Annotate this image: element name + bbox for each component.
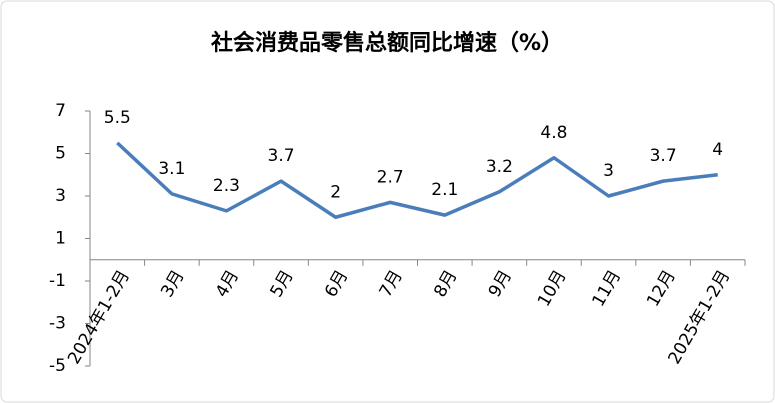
chart-title: 社会消费品零售总额同比增速（%） bbox=[211, 30, 563, 56]
y-tick-label: -3 bbox=[49, 314, 66, 334]
data-label: 4.8 bbox=[540, 123, 567, 143]
data-label: 2.7 bbox=[377, 167, 404, 187]
y-tick-label: 5 bbox=[55, 144, 66, 164]
y-tick-label: -1 bbox=[49, 271, 66, 291]
y-tick-label: 3 bbox=[55, 186, 66, 206]
data-label: 2.3 bbox=[213, 176, 240, 196]
data-label: 2 bbox=[330, 182, 341, 202]
data-label: 3.1 bbox=[158, 159, 185, 179]
data-label: 5.5 bbox=[104, 108, 131, 128]
data-label: 3.2 bbox=[486, 157, 513, 177]
y-tick-label: 1 bbox=[55, 229, 66, 249]
data-label: 2.1 bbox=[431, 180, 458, 200]
data-label: 3.7 bbox=[268, 146, 295, 166]
data-label: 3 bbox=[603, 161, 614, 181]
y-tick-label: 7 bbox=[55, 101, 66, 121]
y-tick-label: -5 bbox=[49, 356, 66, 376]
data-line bbox=[116, 141, 718, 219]
data-label: 3.7 bbox=[650, 146, 677, 166]
data-label: 4 bbox=[712, 140, 723, 160]
